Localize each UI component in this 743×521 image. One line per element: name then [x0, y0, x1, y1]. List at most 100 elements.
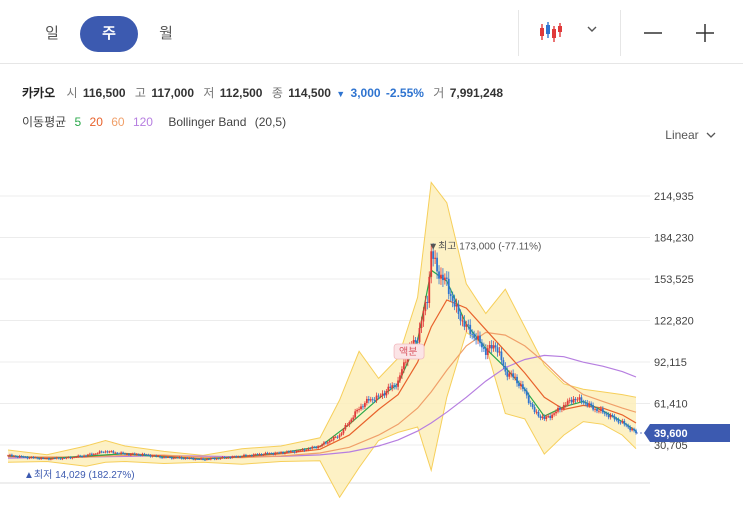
change-value: 3,000	[350, 86, 381, 100]
candle-body	[231, 456, 234, 458]
candle-body	[617, 419, 620, 423]
candle-body	[383, 393, 386, 396]
candle-body	[163, 456, 165, 458]
price-chart[interactable]: 214,935 184,230 153,525 122,820 92,115 61,410…	[0, 150, 743, 521]
candle-body	[28, 457, 31, 459]
ma120-legend: 120	[132, 115, 153, 129]
candle-body	[202, 458, 204, 460]
candle-body	[426, 301, 429, 303]
candle-body	[217, 458, 220, 460]
candle-body	[332, 436, 335, 440]
candle-body	[371, 399, 374, 401]
candle-body	[213, 458, 216, 460]
candle-body	[122, 452, 124, 454]
candle-body	[246, 455, 249, 457]
candle-body	[34, 457, 37, 459]
high-label: 고	[134, 86, 146, 100]
candle-body	[580, 397, 583, 402]
candle-body	[239, 456, 241, 458]
candle-body	[430, 251, 433, 277]
y-tick-label: 184,230	[654, 233, 694, 245]
candle-body	[299, 450, 302, 452]
candle-body	[278, 452, 280, 454]
candle-body	[481, 342, 483, 348]
candle-body	[551, 414, 554, 418]
candle-body	[100, 451, 103, 453]
low-value: 112,500	[219, 86, 263, 100]
candle-body	[375, 395, 378, 401]
bollinger-lower-line	[7, 331, 637, 499]
candle-body	[518, 383, 520, 387]
candle-body	[128, 454, 130, 456]
candle-body	[92, 453, 95, 455]
candle-body	[270, 453, 273, 454]
candle-body	[221, 457, 224, 459]
candle-body	[83, 455, 85, 457]
candle-body	[379, 395, 382, 397]
candle-body	[393, 385, 396, 387]
candle-body	[358, 409, 360, 410]
candle-body	[149, 455, 152, 457]
plus-icon[interactable]	[694, 22, 716, 49]
tab-monthly[interactable]: 월	[159, 25, 173, 42]
candle-body	[599, 408, 602, 411]
candle-body	[79, 455, 82, 457]
candle-body	[560, 408, 563, 410]
candle-body	[67, 457, 70, 459]
candle-body	[443, 277, 446, 281]
candle-body	[525, 390, 528, 396]
candle-body	[352, 417, 355, 420]
candle-body	[586, 402, 589, 406]
chevron-down-icon[interactable]	[585, 22, 599, 41]
candle-body	[619, 422, 622, 424]
candle-body	[87, 454, 89, 456]
candle-body	[362, 406, 364, 408]
annotations: ▼최고 173,000 (-77.11%) ▲최저 14,029 (182.27%…	[24, 241, 730, 481]
tab-daily[interactable]: 일	[45, 25, 59, 42]
candle-body	[605, 413, 608, 415]
tab-weekly[interactable]: 주	[80, 16, 138, 52]
candle-body	[309, 448, 312, 450]
candle-body	[139, 455, 142, 456]
candle-body	[180, 457, 183, 459]
candle-body	[190, 457, 193, 459]
candlestick-icon[interactable]	[538, 20, 564, 49]
candle-body	[338, 435, 341, 438]
scale-selector[interactable]: Linear	[665, 128, 717, 142]
candle-body	[635, 430, 637, 433]
candle-body	[147, 454, 150, 456]
candle-body	[568, 399, 571, 401]
candle-body	[469, 324, 472, 334]
candle-body	[110, 451, 113, 453]
candle-body	[385, 391, 388, 396]
candle-body	[321, 444, 323, 447]
candle-body	[36, 457, 39, 459]
candle-body	[578, 397, 581, 400]
candle-body	[313, 446, 316, 448]
candle-body	[576, 399, 579, 401]
candle-body	[502, 360, 505, 367]
candle-body	[254, 454, 257, 455]
candle-body	[168, 457, 171, 458]
candle-body	[182, 458, 185, 460]
candle-body	[494, 345, 497, 348]
close-label: 종	[271, 86, 283, 100]
minus-icon[interactable]	[642, 22, 664, 49]
candle-body	[535, 411, 538, 413]
candle-body	[40, 457, 43, 460]
candle-body	[467, 324, 470, 326]
ma5-legend: 5	[74, 115, 82, 129]
candle-body	[293, 451, 296, 453]
candle-body	[157, 456, 160, 457]
candle-body	[209, 458, 212, 460]
candle-body	[178, 457, 181, 459]
candle-body	[61, 458, 64, 460]
candle-body	[442, 274, 444, 281]
candle-body	[373, 399, 376, 401]
candle-body	[89, 453, 91, 455]
change-percent: -2.55%	[385, 86, 424, 100]
candle-body	[438, 271, 440, 279]
candle-body	[629, 427, 632, 431]
candle-body	[9, 454, 11, 456]
candle-body	[51, 458, 54, 460]
